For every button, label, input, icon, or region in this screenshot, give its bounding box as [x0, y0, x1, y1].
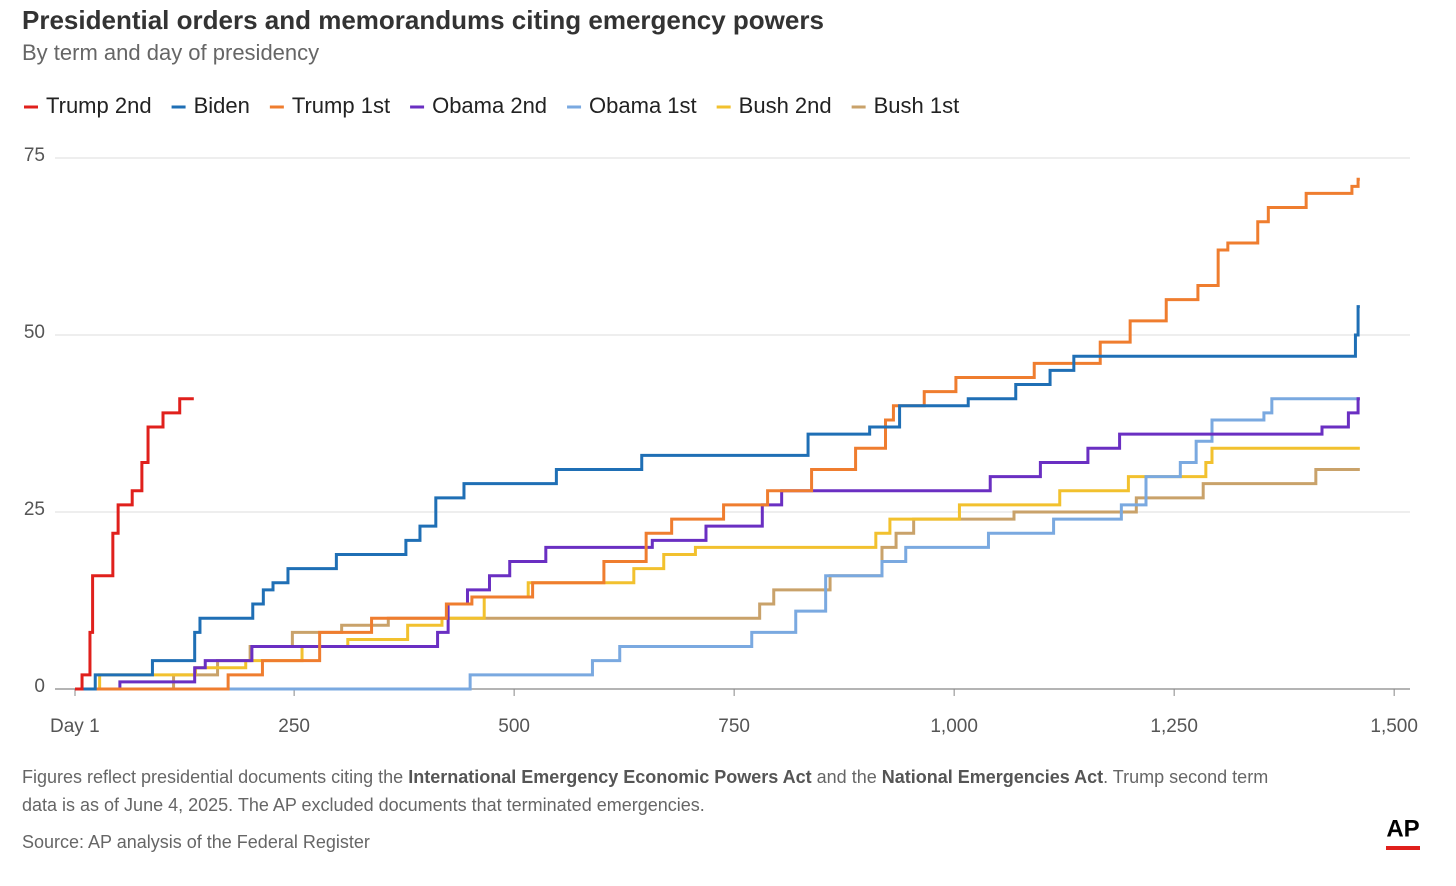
note-text: and the	[812, 767, 882, 787]
note-bold: National Emergencies Act	[882, 767, 1103, 787]
series-line	[75, 397, 1360, 691]
y-tick-label: 25	[24, 499, 45, 520]
x-tick-label: 500	[498, 716, 530, 737]
legend-label: Obama 2nd	[432, 93, 547, 118]
series-line	[75, 446, 1360, 691]
footnote: Figures reflect presidential documents c…	[22, 767, 1268, 787]
footnote: data is as of June 4, 2025. The AP exclu…	[22, 795, 705, 815]
x-tick-label: 1,250	[1150, 716, 1198, 737]
series-line	[75, 397, 194, 691]
chart-subtitle: By term and day of presidency	[22, 40, 319, 65]
note-text: . Trump second term	[1103, 767, 1268, 787]
y-tick-label: 0	[34, 676, 45, 697]
legend-label: Biden	[194, 93, 250, 118]
series-line	[75, 177, 1360, 691]
legend-label: Trump 1st	[292, 93, 390, 118]
chart-title: Presidential orders and memorandums citi…	[22, 5, 824, 35]
note-bold: International Emergency Economic Powers …	[408, 767, 811, 787]
source: Source: AP analysis of the Federal Regis…	[22, 832, 370, 852]
x-tick-label: 1,500	[1370, 716, 1418, 737]
legend-label: Obama 1st	[589, 93, 697, 118]
x-tick-label: 250	[278, 716, 310, 737]
y-tick-label: 50	[24, 322, 45, 343]
x-tick-label: 750	[718, 716, 750, 737]
legend-label: Bush 1st	[874, 93, 960, 118]
x-tick-label: Day 1	[50, 716, 100, 737]
y-tick-label: 75	[24, 145, 45, 166]
logo-bar	[1386, 846, 1420, 850]
note-text: Figures reflect presidential documents c…	[22, 767, 408, 787]
x-tick-label: 1,000	[930, 716, 978, 737]
series-line	[75, 397, 1360, 691]
legend-label: Trump 2nd	[46, 93, 152, 118]
logo: AP	[1386, 815, 1419, 842]
series-line	[75, 468, 1360, 691]
legend-label: Bush 2nd	[739, 93, 832, 118]
series-line	[75, 305, 1360, 691]
